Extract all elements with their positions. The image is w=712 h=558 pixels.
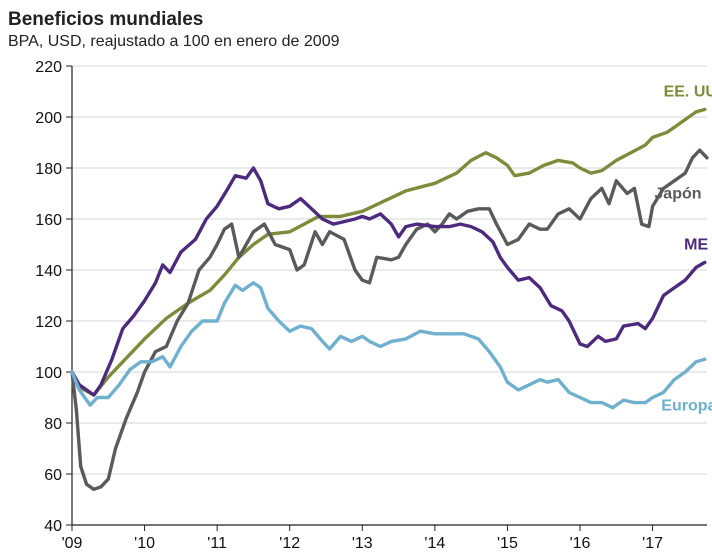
y-tick-label: 80 xyxy=(44,416,62,433)
series-line-0 xyxy=(70,107,707,397)
y-tick-label: 180 xyxy=(35,161,62,178)
series-label: Japón xyxy=(654,186,701,203)
y-tick-label: 100 xyxy=(35,365,62,382)
chart-title: Beneficios mundiales xyxy=(8,9,203,30)
y-tick-label: 40 xyxy=(44,518,62,535)
y-tick-label: 220 xyxy=(35,59,62,76)
series-line-2 xyxy=(70,166,707,397)
x-tick-label: '09 xyxy=(62,535,83,552)
series-line-1 xyxy=(70,148,709,491)
x-tick-label: '12 xyxy=(279,535,300,552)
x-tick-label: '17 xyxy=(642,535,663,552)
x-tick-label: '13 xyxy=(352,535,373,552)
x-tick-label: '15 xyxy=(497,535,518,552)
x-tick-label: '10 xyxy=(134,535,155,552)
x-tick-label: '16 xyxy=(570,535,591,552)
x-tick-label: '11 xyxy=(207,535,227,552)
y-tick-label: 60 xyxy=(44,467,62,484)
y-tick-label: 120 xyxy=(35,314,62,331)
axes: 40 60 80 100 120 140 160 180 200 220 '09 '10 '11 '12 '… xyxy=(35,59,707,552)
series-lines xyxy=(70,107,709,491)
series-label: ME xyxy=(684,237,708,254)
y-tick-label: 140 xyxy=(35,263,62,280)
series-labels: EE. UU. Japón ME Europa xyxy=(654,84,712,415)
chart-subtitle: BPA, USD, reajustado a 100 en enero de 2… xyxy=(8,33,340,50)
series-line-3 xyxy=(70,281,707,410)
series-label: Europa xyxy=(661,397,712,414)
series-label: EE. UU. xyxy=(664,84,712,101)
y-tick-label: 200 xyxy=(35,110,62,127)
y-tick-label: 160 xyxy=(35,212,62,229)
x-tick-label: '14 xyxy=(424,535,445,552)
